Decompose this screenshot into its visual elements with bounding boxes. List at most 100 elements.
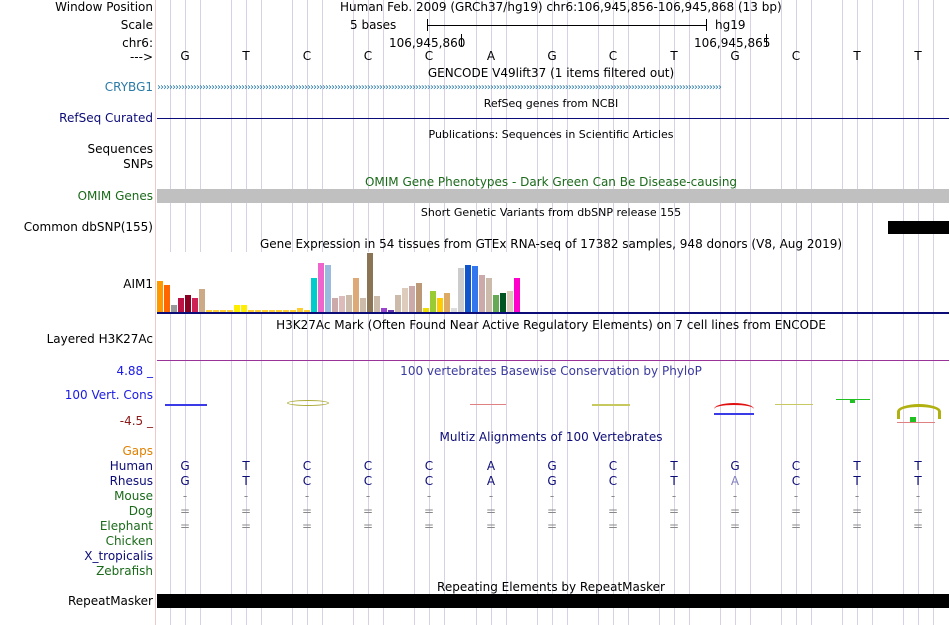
phylop-track-title[interactable]: 100 vertebrates Basewise Conservation by…: [400, 364, 702, 378]
refseq-label[interactable]: RefSeq Curated: [59, 111, 153, 125]
gtex-tissue-bar[interactable]: [213, 310, 219, 313]
alignment-base: =: [851, 519, 863, 533]
gtex-tissue-bar[interactable]: [430, 291, 436, 313]
species-label[interactable]: Human: [109, 459, 153, 473]
gtex-tissue-bar[interactable]: [304, 310, 310, 313]
gtex-tissue-bar[interactable]: [458, 268, 464, 313]
alignment-base: =: [912, 504, 924, 518]
window-position-label: Window Position: [55, 0, 153, 14]
gtex-tissue-bar[interactable]: [465, 265, 471, 313]
h3k27ac-track-title[interactable]: H3K27Ac Mark (Often Found Near Active Re…: [276, 318, 826, 332]
species-label[interactable]: Zebrafish: [96, 564, 153, 578]
alignment-base: A: [486, 459, 496, 473]
dbsnp-track-title[interactable]: Short Genetic Variants from dbSNP releas…: [420, 206, 682, 219]
gtex-tissue-bar[interactable]: [395, 295, 401, 313]
gtex-tissue-bar[interactable]: [199, 289, 205, 313]
scale-value: 5 bases: [350, 18, 397, 32]
gtex-tissue-bar[interactable]: [248, 310, 254, 313]
phylop-label[interactable]: 100 Vert. Cons: [64, 388, 153, 402]
gtex-tissue-bar[interactable]: [486, 278, 492, 313]
repeatmasker-track-title[interactable]: Repeating Elements by RepeatMasker: [437, 580, 665, 594]
gtex-tissue-bar[interactable]: [269, 310, 275, 313]
omim-feature-bar[interactable]: [157, 189, 949, 203]
gtex-tissue-bar[interactable]: [402, 288, 408, 313]
gtex-tissue-bar[interactable]: [507, 291, 513, 313]
gtex-tissue-bar[interactable]: [367, 253, 373, 313]
species-label[interactable]: Dog: [128, 504, 153, 518]
gencode-track-title[interactable]: GENCODE V49lift37 (1 items filtered out): [427, 66, 675, 80]
gtex-tissue-bar[interactable]: [346, 295, 352, 313]
crybg1-gene-feature[interactable]: ››››››››››››››››››››››››››››››››››››››››…: [157, 82, 722, 93]
gtex-tissue-bar[interactable]: [423, 308, 429, 313]
repeatmasker-feature-bar[interactable]: [157, 594, 949, 608]
omim-track-title[interactable]: OMIM Gene Phenotypes - Dark Green Can Be…: [364, 175, 738, 189]
refseq-feature-line[interactable]: [157, 118, 949, 119]
gtex-tissue-bar[interactable]: [276, 310, 282, 313]
gtex-tissue-bar[interactable]: [325, 265, 331, 313]
gtex-tissue-bar[interactable]: [171, 305, 177, 313]
gtex-tissue-bar[interactable]: [157, 281, 163, 313]
gtex-tissue-bar[interactable]: [192, 298, 198, 313]
crybg1-gene-label[interactable]: CRYBG1: [105, 80, 153, 94]
snps-label[interactable]: SNPs: [123, 157, 153, 171]
gtex-tissue-bar[interactable]: [283, 310, 289, 313]
dbsnp-label[interactable]: Common dbSNP(155): [23, 220, 153, 234]
gtex-tissue-bar[interactable]: [220, 310, 226, 313]
alignment-base: =: [546, 519, 558, 533]
gtex-tissue-bar[interactable]: [311, 278, 317, 313]
gtex-tissue-bar[interactable]: [178, 298, 184, 313]
gtex-tissue-bar[interactable]: [514, 278, 520, 313]
gtex-tissue-bar[interactable]: [388, 310, 394, 313]
gtex-tissue-bar[interactable]: [409, 286, 415, 313]
gtex-tissue-bar[interactable]: [493, 295, 499, 313]
publications-track-title[interactable]: Publications: Sequences in Scientific Ar…: [428, 128, 674, 141]
alignment-base: A: [730, 474, 740, 488]
gtex-tissue-bar[interactable]: [437, 298, 443, 313]
gtex-tissue-bar[interactable]: [374, 296, 380, 313]
sequences-label[interactable]: Sequences: [87, 142, 153, 156]
species-label[interactable]: X_tropicalis: [84, 549, 153, 563]
multiz-track-title[interactable]: Multiz Alignments of 100 Vertebrates: [439, 430, 663, 444]
gtex-tissue-bar[interactable]: [472, 266, 478, 313]
species-label[interactable]: Elephant: [99, 519, 153, 533]
alignment-base: G: [730, 459, 740, 473]
gtex-tissue-bar[interactable]: [241, 305, 247, 313]
scale-bar: [427, 25, 706, 26]
species-label[interactable]: Chicken: [105, 534, 153, 548]
gtex-tissue-bar[interactable]: [206, 310, 212, 313]
gtex-tissue-bar[interactable]: [500, 293, 506, 313]
gtex-tissue-bar[interactable]: [318, 263, 324, 313]
gtex-tissue-bar[interactable]: [164, 285, 170, 313]
gtex-tissue-bar[interactable]: [416, 283, 422, 313]
omim-label[interactable]: OMIM Genes: [77, 189, 153, 203]
gtex-tissue-bar[interactable]: [185, 295, 191, 313]
gtex-tissue-bar[interactable]: [479, 275, 485, 313]
gtex-tissue-bar[interactable]: [339, 296, 345, 313]
gtex-tissue-bar[interactable]: [255, 310, 261, 313]
gtex-tissue-bar[interactable]: [360, 298, 366, 313]
gtex-gene-label[interactable]: AIM1: [123, 277, 153, 291]
phylop-mark: [850, 399, 855, 403]
species-label[interactable]: Rhesus: [109, 474, 153, 488]
gtex-track-title[interactable]: Gene Expression in 54 tissues from GTEx …: [259, 237, 843, 251]
coord-left: 106,945,860: [389, 36, 466, 50]
gtex-tissue-bar[interactable]: [451, 308, 457, 313]
gtex-tissue-bar[interactable]: [444, 293, 450, 313]
gtex-tissue-bar[interactable]: [297, 308, 303, 313]
repeatmasker-label[interactable]: RepeatMasker: [67, 594, 153, 608]
gtex-tissue-bar[interactable]: [262, 310, 268, 313]
gtex-tissue-bar[interactable]: [381, 308, 387, 313]
gtex-tissue-bar[interactable]: [353, 278, 359, 313]
crybg1-gene-name[interactable]: CRYBG1: [104, 80, 153, 94]
h3k27ac-label[interactable]: Layered H3K27Ac: [46, 332, 153, 346]
gtex-tissue-bar[interactable]: [332, 298, 338, 313]
alignment-base: C: [363, 474, 373, 488]
dbsnp-variant-bar[interactable]: [888, 221, 949, 234]
gtex-tissue-bar[interactable]: [227, 310, 233, 313]
gtex-tissue-bar[interactable]: [290, 310, 296, 313]
gtex-bar-chart[interactable]: [157, 252, 537, 313]
gaps-label[interactable]: Gaps: [122, 444, 153, 458]
refseq-track-title[interactable]: RefSeq genes from NCBI: [483, 97, 619, 110]
gtex-tissue-bar[interactable]: [234, 305, 240, 313]
species-label[interactable]: Mouse: [114, 489, 153, 503]
